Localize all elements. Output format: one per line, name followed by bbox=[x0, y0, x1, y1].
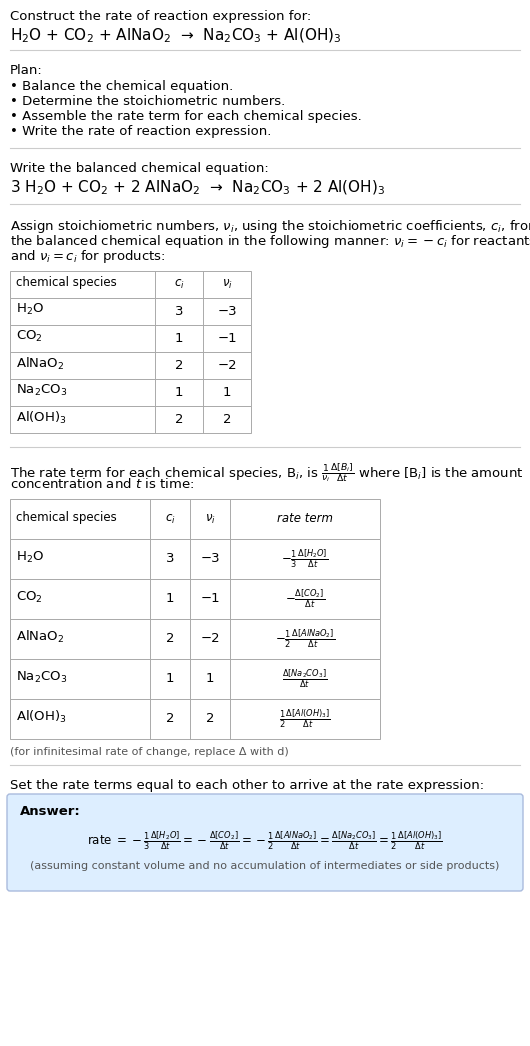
Text: • Assemble the rate term for each chemical species.: • Assemble the rate term for each chemic… bbox=[10, 110, 362, 123]
Bar bbox=[10, 699, 380, 740]
Text: −2: −2 bbox=[200, 633, 220, 645]
Text: rate term: rate term bbox=[277, 513, 333, 525]
Text: 2: 2 bbox=[175, 359, 183, 372]
Text: H$_2$O: H$_2$O bbox=[16, 549, 44, 565]
Text: $-\frac{1}{3}\frac{\Delta[H_2O]}{\Delta t}$: $-\frac{1}{3}\frac{\Delta[H_2O]}{\Delta … bbox=[281, 548, 329, 570]
Text: 1: 1 bbox=[166, 592, 174, 606]
Bar bbox=[10, 271, 251, 298]
Bar bbox=[10, 379, 251, 406]
Text: Na$_2$CO$_3$: Na$_2$CO$_3$ bbox=[16, 669, 67, 684]
Text: 3: 3 bbox=[166, 552, 174, 566]
Text: Write the balanced chemical equation:: Write the balanced chemical equation: bbox=[10, 162, 269, 175]
Text: 2: 2 bbox=[223, 413, 231, 426]
Text: (assuming constant volume and no accumulation of intermediates or side products): (assuming constant volume and no accumul… bbox=[30, 861, 500, 871]
Text: 2: 2 bbox=[166, 633, 174, 645]
Text: Answer:: Answer: bbox=[20, 805, 81, 818]
Text: Set the rate terms equal to each other to arrive at the rate expression:: Set the rate terms equal to each other t… bbox=[10, 779, 484, 792]
Text: −3: −3 bbox=[200, 552, 220, 566]
Text: $c_i$: $c_i$ bbox=[174, 278, 184, 291]
Text: 2: 2 bbox=[166, 712, 174, 726]
Text: −2: −2 bbox=[217, 359, 237, 372]
Text: CO$_2$: CO$_2$ bbox=[16, 328, 43, 344]
Text: −3: −3 bbox=[217, 305, 237, 318]
Bar bbox=[10, 353, 251, 379]
Text: Assign stoichiometric numbers, $\nu_i$, using the stoichiometric coefficients, $: Assign stoichiometric numbers, $\nu_i$, … bbox=[10, 218, 530, 235]
Text: concentration and $t$ is time:: concentration and $t$ is time: bbox=[10, 477, 194, 491]
Text: the balanced chemical equation in the following manner: $\nu_i = -c_i$ for react: the balanced chemical equation in the fo… bbox=[10, 233, 530, 250]
Bar bbox=[10, 499, 380, 539]
Text: chemical species: chemical species bbox=[16, 510, 117, 523]
Text: $-\frac{1}{2}\frac{\Delta[AlNaO_2]}{\Delta t}$: $-\frac{1}{2}\frac{\Delta[AlNaO_2]}{\Del… bbox=[275, 628, 335, 651]
Text: chemical species: chemical species bbox=[16, 276, 117, 289]
Text: $\nu_i$: $\nu_i$ bbox=[222, 278, 233, 291]
Text: AlNaO$_2$: AlNaO$_2$ bbox=[16, 356, 64, 371]
Text: $\frac{\Delta[Na_2CO_3]}{\Delta t}$: $\frac{\Delta[Na_2CO_3]}{\Delta t}$ bbox=[282, 667, 328, 690]
Text: Construct the rate of reaction expression for:: Construct the rate of reaction expressio… bbox=[10, 10, 311, 23]
Bar bbox=[10, 406, 251, 433]
Text: (for infinitesimal rate of change, replace Δ with d): (for infinitesimal rate of change, repla… bbox=[10, 747, 289, 757]
Text: • Write the rate of reaction expression.: • Write the rate of reaction expression. bbox=[10, 126, 271, 138]
Text: 1: 1 bbox=[175, 386, 183, 399]
Bar bbox=[10, 325, 251, 353]
Text: 2: 2 bbox=[206, 712, 214, 726]
Text: $-\frac{\Delta[CO_2]}{\Delta t}$: $-\frac{\Delta[CO_2]}{\Delta t}$ bbox=[285, 588, 325, 610]
Text: • Balance the chemical equation.: • Balance the chemical equation. bbox=[10, 79, 233, 93]
Text: −1: −1 bbox=[217, 332, 237, 345]
Text: 3 H$_2$O + CO$_2$ + 2 AlNaO$_2$  →  Na$_2$CO$_3$ + 2 Al(OH)$_3$: 3 H$_2$O + CO$_2$ + 2 AlNaO$_2$ → Na$_2$… bbox=[10, 179, 385, 198]
Text: H$_2$O: H$_2$O bbox=[16, 302, 44, 317]
Text: Na$_2$CO$_3$: Na$_2$CO$_3$ bbox=[16, 383, 67, 399]
Bar bbox=[10, 659, 380, 699]
Text: Al(OH)$_3$: Al(OH)$_3$ bbox=[16, 709, 67, 725]
Text: H$_2$O + CO$_2$ + AlNaO$_2$  →  Na$_2$CO$_3$ + Al(OH)$_3$: H$_2$O + CO$_2$ + AlNaO$_2$ → Na$_2$CO$_… bbox=[10, 27, 342, 45]
Text: CO$_2$: CO$_2$ bbox=[16, 590, 43, 605]
FancyBboxPatch shape bbox=[7, 794, 523, 891]
Text: $\frac{1}{2}\frac{\Delta[Al(OH)_3]}{\Delta t}$: $\frac{1}{2}\frac{\Delta[Al(OH)_3]}{\Del… bbox=[279, 708, 331, 730]
Text: 1: 1 bbox=[175, 332, 183, 345]
Text: Plan:: Plan: bbox=[10, 64, 43, 77]
Text: 3: 3 bbox=[175, 305, 183, 318]
Text: 2: 2 bbox=[175, 413, 183, 426]
Text: The rate term for each chemical species, B$_i$, is $\frac{1}{\nu_i}\frac{\Delta[: The rate term for each chemical species,… bbox=[10, 461, 524, 484]
Text: 1: 1 bbox=[206, 673, 214, 685]
Bar bbox=[10, 579, 380, 619]
Text: • Determine the stoichiometric numbers.: • Determine the stoichiometric numbers. bbox=[10, 95, 285, 108]
Text: rate $= -\frac{1}{3}\frac{\Delta[H_2O]}{\Delta t} = -\frac{\Delta[CO_2]}{\Delta : rate $= -\frac{1}{3}\frac{\Delta[H_2O]}{… bbox=[87, 829, 443, 852]
Text: 1: 1 bbox=[223, 386, 231, 399]
Bar bbox=[10, 298, 251, 325]
Text: AlNaO$_2$: AlNaO$_2$ bbox=[16, 629, 64, 645]
Text: 1: 1 bbox=[166, 673, 174, 685]
Text: $\nu_i$: $\nu_i$ bbox=[205, 513, 215, 525]
Text: $c_i$: $c_i$ bbox=[165, 513, 175, 525]
Bar bbox=[10, 619, 380, 659]
Text: and $\nu_i = c_i$ for products:: and $\nu_i = c_i$ for products: bbox=[10, 248, 165, 265]
Text: Al(OH)$_3$: Al(OH)$_3$ bbox=[16, 409, 67, 426]
Bar bbox=[10, 539, 380, 579]
Text: −1: −1 bbox=[200, 592, 220, 606]
